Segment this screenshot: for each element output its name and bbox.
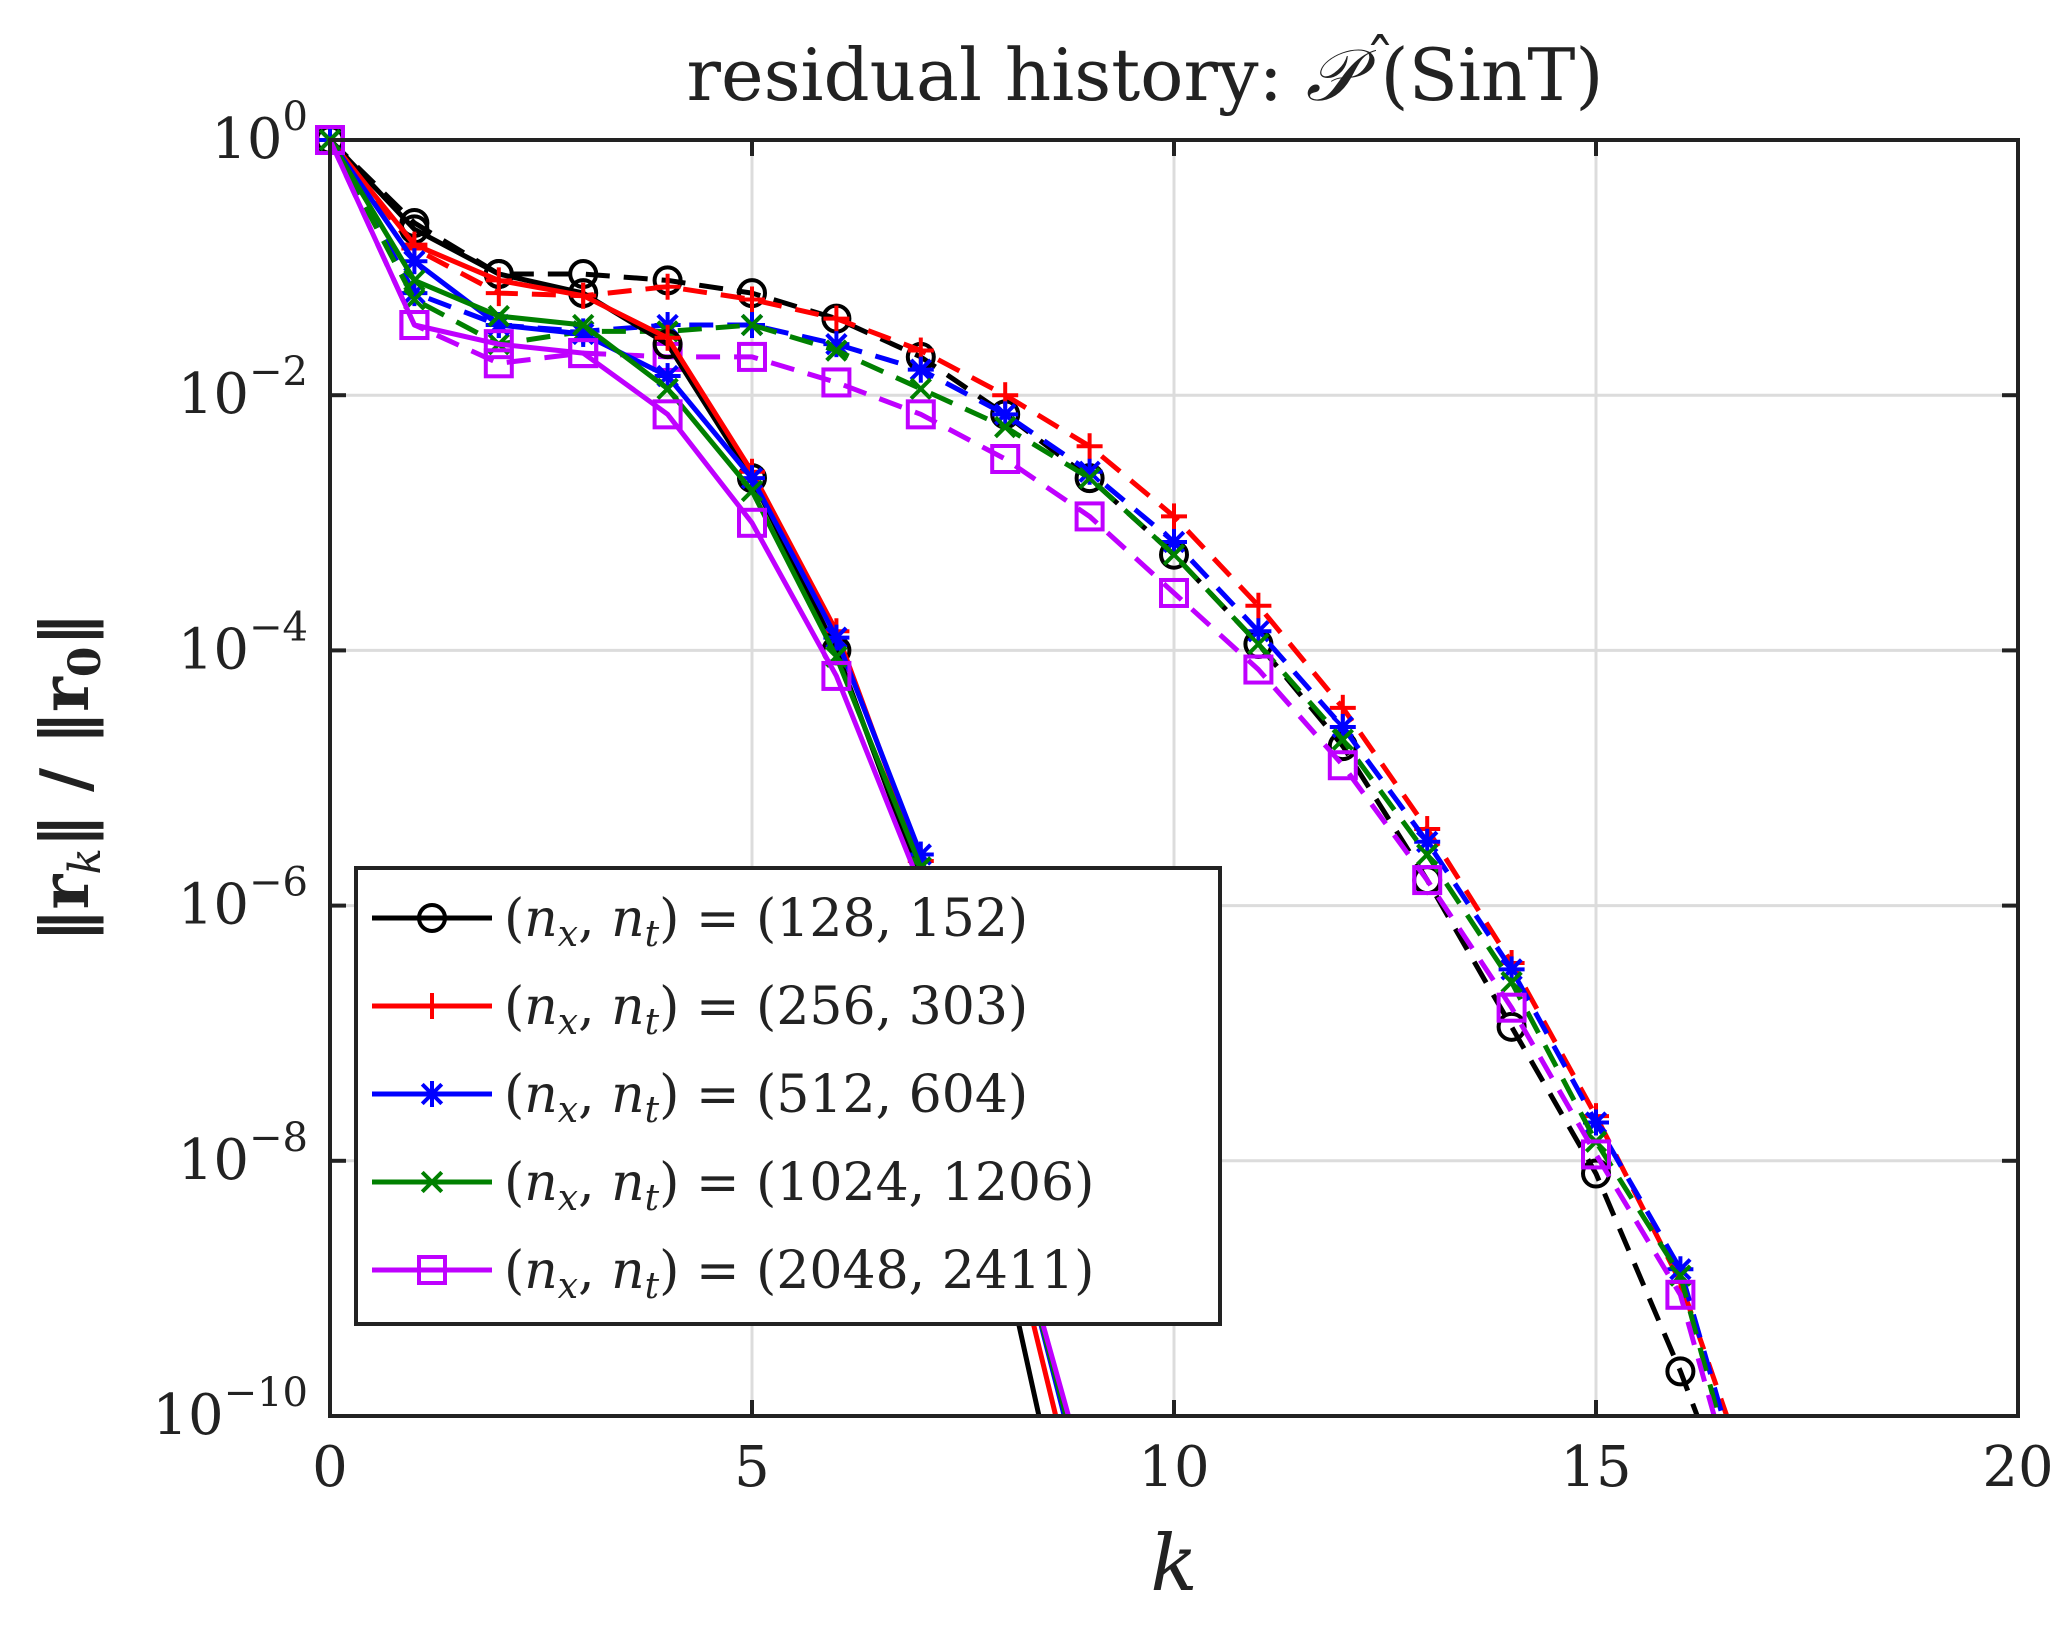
series-line — [327, 138, 1071, 1417]
y-label-mid: ‖ / ‖r — [26, 676, 104, 848]
ticks: 0 5 10 15 20 100 10−2 10−4 10−6 10−8 10−10 — [152, 94, 2053, 1500]
marker-plus — [1161, 503, 1187, 530]
marker-plus — [739, 286, 765, 313]
marker-square — [1327, 750, 1358, 781]
marker-cross — [1162, 543, 1186, 566]
x-tick-label: 0 — [312, 1435, 348, 1500]
legend-item: (nx, nt) = (128, 152) — [372, 889, 1028, 955]
marker-cross — [572, 313, 595, 337]
marker-cross — [740, 313, 764, 337]
marker-cross — [825, 339, 848, 362]
marker-plus — [485, 267, 512, 294]
legend-item: (nx, nt) = (1024, 1206) — [372, 1153, 1094, 1219]
marker-square — [568, 338, 599, 369]
y-tick-label: 10−10 — [152, 1370, 308, 1448]
series-line — [328, 138, 1730, 1417]
chart-title-post: (SinT) — [1358, 33, 1604, 117]
y-axis-label: ‖rk‖ / ‖r0‖ — [26, 614, 111, 943]
legend-box — [354, 866, 1222, 1326]
marker-plus — [1076, 433, 1103, 460]
y-label-num-sub: k — [60, 848, 111, 875]
marker-asterisk — [654, 363, 681, 390]
marker-square — [417, 1255, 447, 1285]
marker-square — [483, 348, 514, 379]
marker-cross — [487, 304, 510, 328]
marker-plus — [570, 282, 597, 309]
marker-square — [990, 444, 1021, 474]
marker-cross — [740, 479, 764, 503]
marker-circle — [417, 903, 447, 933]
x-tick-label: 10 — [1138, 1435, 1209, 1500]
legend-item: (nx, nt) = (256, 303) — [372, 977, 1028, 1043]
legend-label: (nx, nt) = (512, 604) — [504, 1065, 1028, 1131]
marker-square — [483, 329, 514, 360]
marker-cross — [1331, 728, 1354, 751]
x-tick-label: 20 — [1982, 1435, 2053, 1500]
marker-square — [1496, 992, 1527, 1023]
marker-square — [1159, 577, 1189, 608]
marker-plus — [654, 324, 681, 351]
marker-square — [1412, 865, 1443, 896]
marker-square — [821, 367, 852, 398]
marker-square — [652, 399, 683, 430]
y-label-den-sub: 0 — [60, 647, 111, 678]
marker-cross — [403, 269, 426, 292]
y-tick-label: 10−8 — [178, 1115, 308, 1193]
marker-square — [905, 399, 936, 430]
marker-cross — [1078, 466, 1101, 490]
y-tick-label: 10−4 — [178, 604, 308, 682]
y-label-end: ‖ — [26, 614, 104, 647]
legend-label: (nx, nt) = (1024, 1206) — [504, 1153, 1094, 1219]
x-axis-label: k — [1150, 1519, 1197, 1609]
marker-cross — [420, 1170, 444, 1194]
legend: (nx, nt) = (128, 152) (nx, nt) = (256, 30… — [354, 866, 1222, 1326]
marker-cross — [656, 377, 679, 400]
marker-plus — [1245, 592, 1272, 619]
marker-square — [1665, 1279, 1696, 1310]
marker-square — [1243, 654, 1274, 685]
marker-cross — [909, 377, 932, 400]
y-label-num: ‖r — [26, 873, 104, 942]
marker-cross — [1500, 970, 1523, 994]
marker-square — [737, 341, 767, 372]
marker-plus — [823, 305, 850, 332]
legend-item: (nx, nt) = (2048, 2411) — [372, 1241, 1094, 1307]
chart-title: residual history: 𝒫 (SinT) — [687, 33, 1604, 117]
marker-square — [821, 660, 852, 691]
y-tick-label: 100 — [211, 94, 308, 172]
legend-label: (nx, nt) = (256, 303) — [504, 977, 1028, 1043]
marker-asterisk — [907, 356, 934, 383]
marker-cross — [1416, 843, 1439, 866]
y-tick-label: 10−2 — [178, 349, 308, 427]
x-tick-label: 15 — [1560, 1435, 1631, 1500]
marker-circle — [1665, 1356, 1696, 1387]
series-group — [315, 125, 1730, 1417]
marker-square — [399, 310, 430, 341]
marker-asterisk — [992, 401, 1019, 428]
y-tick-label: 10−6 — [178, 860, 308, 938]
marker-square — [1074, 501, 1105, 532]
legend-item: (nx, nt) = (512, 604) — [372, 1065, 1028, 1131]
marker-plus — [419, 993, 445, 1019]
x-tick-label: 5 — [734, 1435, 770, 1500]
marker-asterisk — [419, 1081, 445, 1107]
marker-square — [1581, 1139, 1611, 1170]
marker-cross — [994, 415, 1017, 439]
marker-asterisk — [1161, 528, 1187, 555]
legend-label: (nx, nt) = (2048, 2411) — [504, 1241, 1094, 1307]
marker-cross — [1247, 632, 1270, 656]
series-line — [327, 138, 1717, 1417]
marker-plus — [654, 273, 681, 300]
chart-title-pre: residual history: — [687, 33, 1306, 117]
marker-square — [737, 507, 767, 538]
legend-label: (nx, nt) = (128, 152) — [504, 889, 1028, 955]
chart-title-hat: ˆ — [1365, 27, 1395, 97]
